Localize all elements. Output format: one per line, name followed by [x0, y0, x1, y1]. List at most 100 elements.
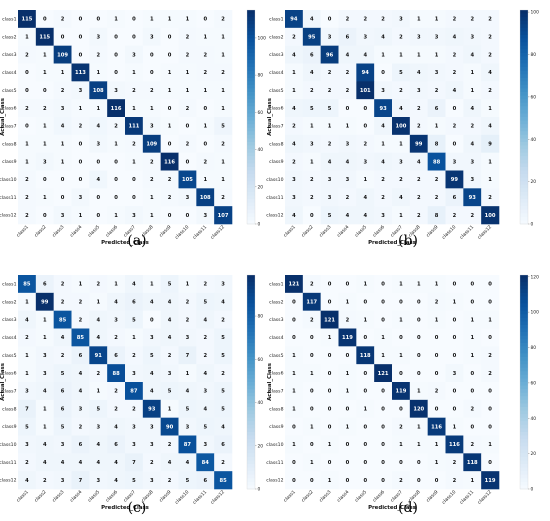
- heatmap-cell: [374, 117, 393, 136]
- heatmap-cell: [71, 10, 90, 29]
- colorbar-segment: [520, 63, 528, 68]
- heatmap-cell: [392, 10, 411, 29]
- colorbar-segment: [247, 403, 255, 408]
- cell-value-label: 6: [453, 195, 457, 201]
- heatmap-cell: [214, 170, 233, 189]
- cell-value-label: 0: [61, 195, 65, 201]
- heatmap-cell: [427, 206, 446, 225]
- cell-value-label: 1: [150, 195, 154, 201]
- heatmap-cell: [463, 346, 482, 365]
- heatmap-cell: [302, 134, 321, 153]
- colorbar-segment: [247, 299, 255, 304]
- cell-value-label: 94: [290, 17, 298, 23]
- heatmap-cell: [196, 382, 215, 401]
- heatmap-cell: [35, 188, 54, 207]
- cell-value-label: 1: [292, 371, 296, 377]
- heatmap-cell: [89, 346, 108, 365]
- heatmap-cell: [409, 206, 428, 225]
- cell-value-label: 0: [417, 300, 421, 306]
- cell-value-label: 1: [292, 353, 296, 359]
- cell-value-label: 4: [470, 142, 474, 148]
- cell-value-label: 0: [363, 460, 367, 466]
- cell-value-label: 3: [470, 35, 474, 41]
- cell-value-label: 0: [292, 478, 296, 484]
- colorbar-segment: [247, 410, 255, 415]
- colorbar-segment: [247, 285, 255, 290]
- cell-value-label: 4: [96, 177, 100, 183]
- heatmap-cell: [481, 27, 500, 46]
- cell-value-label: 3: [96, 142, 100, 148]
- cell-value-label: 4: [346, 213, 350, 219]
- cell-value-label: 4: [292, 142, 296, 148]
- cell-value-label: 5: [132, 317, 136, 323]
- colorbar-segment: [247, 127, 255, 132]
- colorbar-tick-label: 60: [531, 94, 537, 100]
- heatmap-cell: [374, 152, 393, 171]
- heatmap-cell: [214, 399, 233, 418]
- colorbar-segment: [247, 485, 255, 490]
- heatmap-cell: [71, 99, 90, 118]
- colorbar-segment: [520, 17, 528, 22]
- cell-value-label: 0: [381, 70, 385, 76]
- heatmap-cell: [89, 275, 108, 294]
- heatmap-cell: [427, 417, 446, 436]
- y-tick-label: class3: [2, 317, 16, 323]
- heatmap-cell: [125, 81, 144, 100]
- heatmap-cell: [463, 275, 482, 294]
- colorbar-segment: [520, 385, 528, 390]
- heatmap-cell: [214, 152, 233, 171]
- colorbar-segment: [247, 99, 255, 104]
- cell-value-label: 0: [435, 407, 439, 413]
- x-tick-label: class3: [51, 489, 65, 503]
- heatmap-cell: [481, 134, 500, 153]
- heatmap-cell: [125, 417, 144, 436]
- cell-value-label: 0: [79, 17, 83, 23]
- colorbar-segment: [247, 467, 255, 472]
- heatmap-cell: [178, 188, 197, 207]
- heatmap-cell: [196, 81, 215, 100]
- cell-value-label: 1: [310, 159, 314, 165]
- cell-value-label: 0: [25, 88, 29, 94]
- cell-value-label: 2: [114, 335, 118, 341]
- cell-value-label: 0: [292, 460, 296, 466]
- y-tick-label: class10: [266, 177, 283, 183]
- heatmap-cell: [178, 328, 197, 347]
- cell-value-label: 5: [328, 213, 332, 219]
- cell-value-label: 1: [150, 282, 154, 288]
- cell-value-label: 3: [346, 177, 350, 183]
- colorbar-tick-label: 100: [531, 10, 540, 16]
- cell-value-label: 1: [25, 353, 29, 359]
- cell-value-label: 1: [186, 17, 190, 23]
- heatmap-cell: [53, 471, 72, 490]
- cell-value-label: 121: [378, 371, 389, 377]
- heatmap-cell: [320, 453, 339, 472]
- heatmap-cell: [392, 170, 411, 189]
- cell-value-label: 0: [399, 300, 403, 306]
- heatmap-cell: [71, 152, 90, 171]
- colorbar-tick-label: 0: [258, 222, 261, 228]
- cell-value-label: 2: [114, 407, 118, 413]
- x-axis-label: Predicted_Class: [368, 240, 416, 246]
- heatmap-cell: [392, 99, 411, 118]
- colorbar-segment: [520, 152, 528, 157]
- cell-value-label: 0: [346, 106, 350, 112]
- colorbar-segment: [247, 34, 255, 39]
- colorbar-tick-label: 80: [531, 52, 537, 58]
- heatmap-cell: [18, 417, 37, 436]
- cell-value-label: 2: [203, 159, 207, 165]
- x-axis-label: Predicted_Class: [368, 505, 416, 511]
- colorbar-segment: [520, 159, 528, 164]
- cell-value-label: 0: [203, 106, 207, 112]
- colorbar-tick-label: 20: [531, 179, 537, 185]
- y-tick-label: class10: [0, 177, 17, 183]
- colorbar-segment: [247, 199, 255, 203]
- cell-value-label: 3: [435, 70, 439, 76]
- cell-value-label: 105: [182, 177, 193, 183]
- cell-value-label: 4: [363, 213, 367, 219]
- colorbar-segment: [247, 449, 255, 454]
- heatmap-cell: [374, 81, 393, 100]
- cell-value-label: 4: [43, 460, 47, 466]
- cell-value-label: 1: [417, 52, 421, 58]
- heatmap-cell: [338, 382, 357, 401]
- cell-value-label: 1: [132, 335, 136, 341]
